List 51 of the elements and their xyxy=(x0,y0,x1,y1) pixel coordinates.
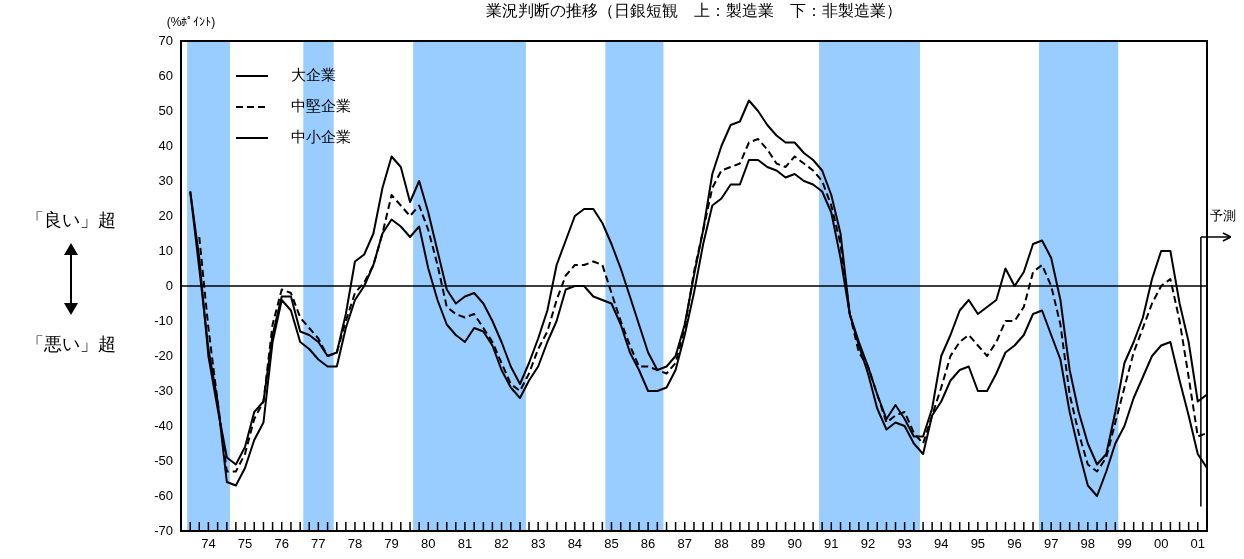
x-tick-label: 86 xyxy=(640,536,656,552)
x-tick-label: 85 xyxy=(604,536,619,552)
y-tick-label: -40 xyxy=(154,417,173,433)
y-tick-label: 70 xyxy=(158,32,173,48)
x-tick-label: 75 xyxy=(237,536,253,552)
x-tick-label: 82 xyxy=(494,536,509,552)
text: 「良い」超 xyxy=(25,209,116,232)
y-tick-label: -70 xyxy=(154,522,173,538)
y-tick-label: 50 xyxy=(158,102,173,118)
x-tick-label: 94 xyxy=(934,536,949,552)
y-tick-label: 40 xyxy=(158,137,173,153)
text: 「悪い」超 xyxy=(25,333,116,356)
x-tick-label: 92 xyxy=(860,536,876,552)
x-tick-label: 99 xyxy=(1117,536,1132,552)
y-tick-label: 30 xyxy=(158,172,173,188)
ref-line-label: 予測 xyxy=(1209,208,1236,224)
y-tick-label: 0 xyxy=(165,277,173,293)
y-axis-title: (%ﾎﾟｲﾝﾄ) xyxy=(166,15,216,30)
x-tick-label: 78 xyxy=(347,536,363,552)
chart-title: 業況判断の推移（日銀短観 上：製造業 下：非製造業） xyxy=(486,2,902,20)
y-tick-label: 10 xyxy=(158,242,173,258)
x-tick-label: 96 xyxy=(1007,536,1022,552)
x-tick-label: 79 xyxy=(384,536,399,552)
x-tick-label: 80 xyxy=(421,536,436,552)
x-tick-label: 76 xyxy=(274,536,289,552)
y-tick-label: -30 xyxy=(154,382,173,398)
legend-label: 中堅企業 xyxy=(291,97,351,115)
x-tick-label: 98 xyxy=(1080,536,1096,552)
y-tick-label: -50 xyxy=(154,452,173,468)
legend-label: 大企業 xyxy=(291,66,336,84)
y-tick-label: -10 xyxy=(154,312,173,328)
x-tick-label: 84 xyxy=(567,536,583,552)
x-tick-label: 97 xyxy=(1043,536,1059,552)
x-tick-label: 77 xyxy=(311,536,326,552)
x-tick-label: 91 xyxy=(824,536,839,552)
x-tick-label: 88 xyxy=(714,536,729,552)
y-tick-label: -60 xyxy=(154,487,173,503)
y-tick-label: -20 xyxy=(154,347,173,363)
x-tick-label: 83 xyxy=(530,536,546,552)
x-tick-label: 00 xyxy=(1153,536,1169,552)
x-tick-label: 01 xyxy=(1190,536,1205,552)
x-tick-label: 87 xyxy=(677,536,692,552)
x-tick-label: 74 xyxy=(201,536,216,552)
legend-label: 中小企業 xyxy=(291,128,351,146)
y-tick-label: 60 xyxy=(158,67,173,83)
x-tick-label: 81 xyxy=(457,536,473,552)
x-tick-label: 89 xyxy=(750,536,766,552)
x-tick-label: 93 xyxy=(897,536,912,552)
y-tick-label: 20 xyxy=(158,207,173,223)
x-tick-label: 90 xyxy=(787,536,802,552)
x-tick-label: 95 xyxy=(970,536,986,552)
